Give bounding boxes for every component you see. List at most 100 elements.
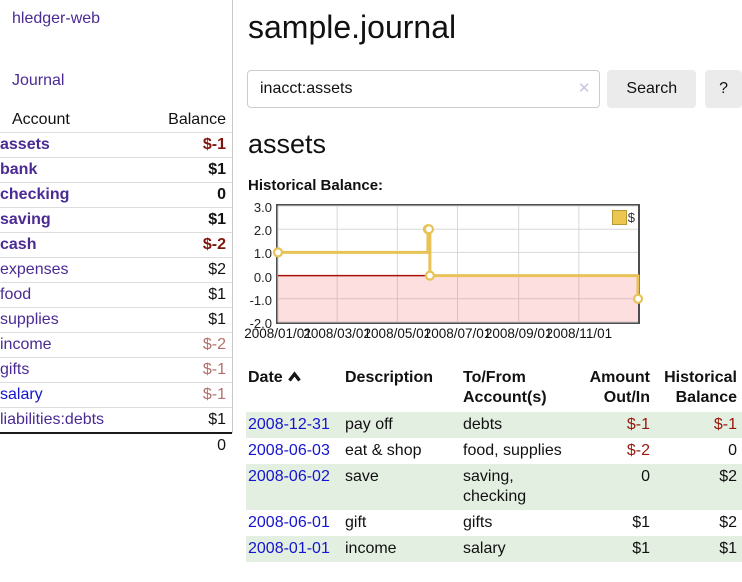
help-button[interactable]: ? (705, 70, 742, 108)
transaction-date-link[interactable]: 2008-12-31 (248, 416, 330, 433)
account-balance: 0 (217, 186, 226, 203)
account-balance: $2 (208, 261, 226, 278)
balance-chart: 3.0 2.0 1.0 0.0 -1.0 -2.0 $ 2008/01/01 2008/03… (244, 200, 742, 344)
register-row: 2008-06-01 gift gifts $1 $2 (246, 510, 742, 536)
account-balance: $1 (208, 411, 226, 428)
account-balance: $1 (208, 286, 226, 303)
transaction-accounts: gifts (463, 514, 493, 531)
register-header-date[interactable]: Date (246, 366, 343, 412)
accounts-header-row: Account Balance (0, 108, 232, 133)
search-input[interactable] (247, 70, 601, 108)
transaction-description: gift (345, 514, 367, 531)
transaction-balance: 0 (728, 442, 737, 459)
sidebar-account-food[interactable]: food (0, 286, 32, 303)
main-content: sample.journal ✕ Search ? assets Histori… (244, 0, 742, 562)
account-row: salary $-1 (0, 382, 232, 408)
transaction-balance: $2 (719, 468, 737, 485)
transaction-amount: $1 (632, 514, 650, 531)
account-row: income $-2 (0, 332, 232, 358)
transaction-accounts: debts (463, 416, 503, 433)
account-row: expenses $2 (0, 257, 232, 283)
app-title-link[interactable]: hledger-web (12, 10, 101, 27)
chart-canvas (272, 205, 644, 323)
transaction-accounts: salary (463, 540, 506, 557)
y-tick-label: -2.0 (249, 316, 272, 331)
sidebar-account-expenses[interactable]: expenses (0, 261, 69, 278)
accounts-header-account: Account (12, 111, 70, 128)
transaction-date-link[interactable]: 2008-06-01 (248, 514, 330, 531)
transaction-accounts: saving, checking (463, 468, 527, 505)
x-tick-label: 2008/09/01 (484, 326, 553, 341)
register-header-description: Description (345, 369, 434, 386)
chart-plot-area: $ (272, 204, 644, 324)
sidebar-account-checking[interactable]: checking (0, 186, 70, 203)
sidebar-account-assets[interactable]: assets (0, 136, 50, 153)
transaction-amount: $-2 (626, 442, 650, 459)
account-row: assets $-1 (0, 132, 232, 158)
account-balance: $1 (208, 211, 226, 228)
x-tick-label: 2008/11/01 (545, 326, 613, 341)
account-row: supplies $1 (0, 307, 232, 333)
transaction-date-link[interactable]: 2008-01-01 (248, 540, 330, 557)
transaction-accounts: food, supplies (463, 442, 562, 459)
transaction-date-link[interactable]: 2008-06-03 (248, 442, 330, 459)
date-header-label: Date (248, 369, 283, 386)
sidebar-account-saving[interactable]: saving (0, 211, 51, 228)
account-balance: $1 (208, 311, 226, 328)
clear-search-icon[interactable]: ✕ (577, 80, 591, 97)
x-tick-label: 2008/05/01 (363, 326, 432, 341)
transaction-amount: $1 (632, 540, 650, 557)
legend-label: $ (627, 210, 635, 225)
account-heading: assets (248, 129, 327, 159)
search-bar: ✕ Search ? (247, 70, 742, 108)
account-balance: $-1 (202, 386, 226, 403)
chart-y-axis: 3.0 2.0 1.0 0.0 -1.0 -2.0 (246, 200, 272, 331)
account-balance: $1 (208, 161, 226, 178)
accounts-header-balance: Balance (168, 111, 226, 128)
account-row: liabilities:debts $1 (0, 407, 232, 434)
register-header-accounts: To/From Account(s) (463, 369, 547, 406)
y-tick-label: 0.0 (253, 269, 272, 285)
register-row: 2008-06-02 save saving, checking 0 $2 (246, 464, 742, 510)
transaction-balance: $2 (719, 514, 737, 531)
sidebar-account-salary[interactable]: salary (0, 386, 43, 403)
sidebar-item-journal[interactable]: Journal (12, 72, 65, 89)
chart-legend: $ (611, 210, 635, 225)
page-title: sample.journal (248, 9, 457, 45)
account-balance: $-2 (202, 236, 226, 253)
transaction-amount: 0 (641, 468, 650, 485)
register-header-row: Date Description To/From Account(s) Amou… (246, 366, 742, 412)
account-row: gifts $-1 (0, 357, 232, 383)
transaction-description: pay off (345, 416, 393, 433)
legend-swatch-icon (611, 210, 627, 225)
accounts-total-value: 0 (143, 432, 232, 458)
account-row: bank $1 (0, 157, 232, 183)
search-button[interactable]: Search (607, 70, 697, 108)
account-row: food $1 (0, 282, 232, 308)
sidebar-account-gifts[interactable]: gifts (0, 361, 30, 378)
x-tick-label: 2008/01/01 (244, 326, 312, 341)
chart-title: Historical Balance: (248, 177, 384, 194)
sidebar-account-liabilities-debts[interactable]: liabilities:debts (0, 411, 105, 428)
sidebar: hledger-web Journal Account Balance asse… (0, 0, 233, 458)
sidebar-account-cash[interactable]: cash (0, 236, 37, 253)
register-row: 2008-06-03 eat & shop food, supplies $-2… (246, 438, 742, 464)
sidebar-account-income[interactable]: income (0, 336, 52, 353)
accounts-total-row: 0 (0, 432, 232, 458)
transaction-balance: $-1 (713, 416, 737, 433)
sidebar-account-bank[interactable]: bank (0, 161, 38, 178)
transaction-date-link[interactable]: 2008-06-02 (248, 468, 330, 485)
chart-x-axis: 2008/01/01 2008/03/01 2008/05/01 2008/07/01… (244, 326, 742, 344)
register-table: Date Description To/From Account(s) Amou… (246, 366, 742, 562)
accounts-table: Account Balance assets $-1 bank $1 check… (0, 108, 232, 458)
sidebar-account-supplies[interactable]: supplies (0, 311, 59, 328)
y-tick-label: 2.0 (253, 223, 272, 239)
x-tick-label: 2008/07/01 (423, 326, 492, 341)
register-row: 2008-01-01 income salary $1 $1 (246, 536, 742, 562)
account-balance: $-2 (202, 336, 226, 353)
register-row: 2008-12-31 pay off debts $-1 $-1 (246, 412, 742, 438)
transaction-balance: $1 (719, 540, 737, 557)
x-tick-label: 2008/03/01 (303, 326, 371, 341)
account-row: checking 0 (0, 182, 232, 208)
